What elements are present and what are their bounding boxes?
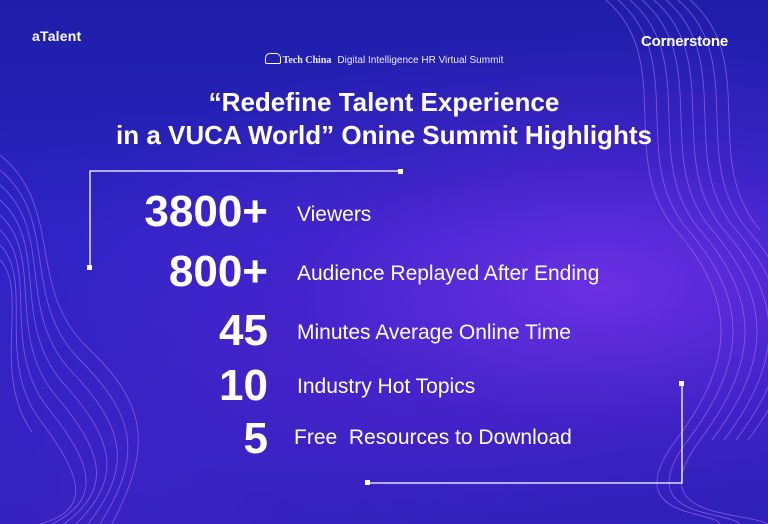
stat-label: Industry Hot Topics xyxy=(297,375,476,398)
event-name: Digital Intelligence HR Virtual Summit xyxy=(337,55,504,66)
stat-label: Audience Replayed After Ending xyxy=(297,262,600,285)
atalent-logo: aTalent xyxy=(32,28,82,44)
cloud-icon xyxy=(264,53,281,64)
stat-label: Minutes Average Online Time xyxy=(297,321,571,344)
title-line-1: “Redefine Talent Experience xyxy=(208,87,560,117)
stat-value: 10 xyxy=(219,361,268,410)
event-header: Tech China Digital Intelligence HR Virtua… xyxy=(0,53,768,66)
stat-value: 3800+ xyxy=(144,187,268,236)
stat-label: Free Resources to Download xyxy=(294,426,572,449)
stat-value: 5 xyxy=(243,414,268,463)
partner-name: Tech China xyxy=(282,55,332,66)
stat-value: 800+ xyxy=(168,247,268,296)
stat-label: Viewers xyxy=(297,203,372,226)
cornerstone-logo: Cornerstone xyxy=(641,33,728,50)
title-line-2: in a VUCA World” Onine Summit Highlights xyxy=(116,120,652,150)
stat-value: 45 xyxy=(219,306,268,355)
page-title: “Redefine Talent Experience in a VUCA Wo… xyxy=(0,86,768,152)
